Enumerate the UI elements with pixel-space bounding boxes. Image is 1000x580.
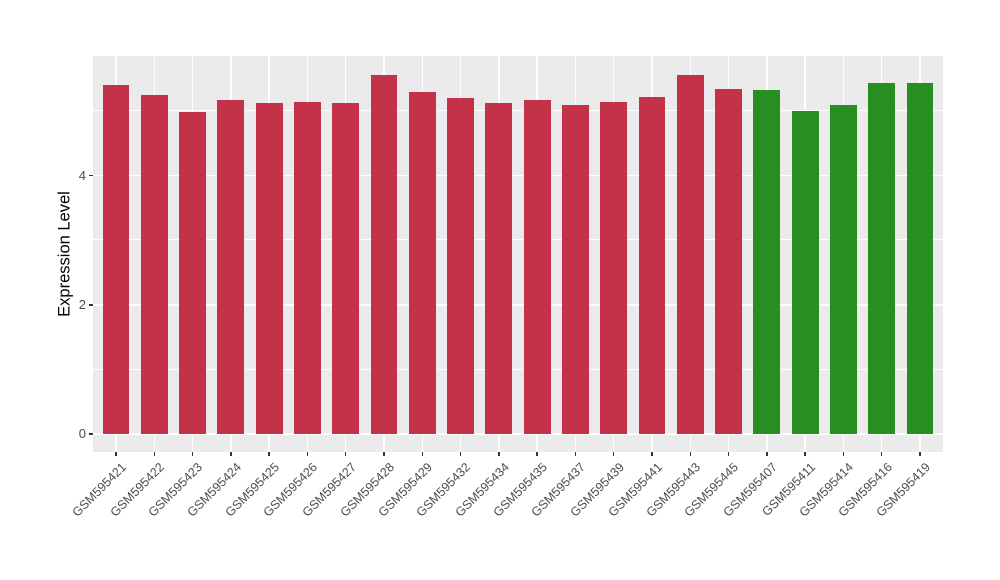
y-tick-label-4: 4 xyxy=(78,167,86,183)
minor-gridline xyxy=(93,239,943,241)
minor-gridline xyxy=(93,368,943,370)
bar-GSM595421 xyxy=(102,84,130,434)
y-tick-label-2: 2 xyxy=(78,296,86,312)
x-tick-mark xyxy=(612,452,615,456)
bar-GSM595419 xyxy=(906,82,934,434)
minor-gridline xyxy=(93,110,943,111)
bar-GSM595428 xyxy=(370,75,398,434)
bar-GSM595425 xyxy=(255,103,283,434)
x-tick-mark xyxy=(230,452,232,456)
bar-GSM595424 xyxy=(217,100,245,434)
x-tick-mark xyxy=(919,452,921,456)
bar-GSM595437 xyxy=(562,104,589,434)
major-gridline xyxy=(93,304,943,306)
plot-area xyxy=(93,56,943,452)
major-gridline xyxy=(93,174,943,177)
x-tick-mark xyxy=(268,452,270,456)
bar-GSM595411 xyxy=(791,111,819,434)
y-tick-label-0: 0 xyxy=(78,426,86,441)
bar-GSM595422 xyxy=(140,94,168,434)
bar-GSM595427 xyxy=(332,103,360,434)
y-tick-mark xyxy=(89,304,93,306)
x-tick-mark xyxy=(153,452,155,456)
x-tick-mark xyxy=(459,452,462,456)
y-tick-mark xyxy=(89,174,93,177)
x-tick-mark xyxy=(651,452,653,456)
bar-GSM595441 xyxy=(638,97,666,434)
bar-GSM595445 xyxy=(715,89,742,434)
x-tick-mark xyxy=(766,452,768,456)
bar-GSM595432 xyxy=(447,98,474,434)
x-tick-mark xyxy=(383,452,385,456)
x-tick-mark xyxy=(689,452,692,456)
bar-GSM595443 xyxy=(676,75,704,434)
x-tick-mark xyxy=(498,452,500,456)
x-tick-mark xyxy=(115,452,117,456)
x-tick-mark xyxy=(421,452,424,456)
y-tick-mark xyxy=(89,433,93,435)
bar-GSM595434 xyxy=(485,102,513,434)
x-tick-mark xyxy=(574,452,577,456)
x-tick-mark xyxy=(344,452,347,456)
x-tick-mark xyxy=(306,452,309,456)
bar-GSM595407 xyxy=(753,90,781,434)
x-tick-mark xyxy=(727,452,730,456)
bar-GSM595435 xyxy=(523,100,551,434)
major-gridline xyxy=(93,433,943,435)
bar-GSM595416 xyxy=(868,82,896,434)
bar-GSM595439 xyxy=(600,101,628,434)
bar-GSM595414 xyxy=(830,105,857,434)
bar-GSM595429 xyxy=(408,91,436,434)
x-tick-mark xyxy=(880,452,883,456)
bar-GSM595423 xyxy=(179,112,206,434)
x-tick-mark xyxy=(536,452,538,456)
x-tick-mark xyxy=(804,452,806,456)
x-tick-mark xyxy=(842,452,845,456)
x-tick-mark xyxy=(191,452,194,456)
bar-GSM595426 xyxy=(294,101,321,434)
